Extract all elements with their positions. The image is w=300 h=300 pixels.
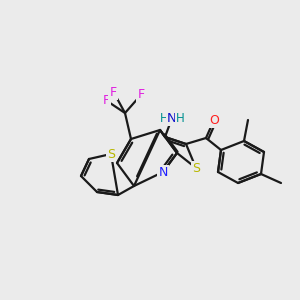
Text: N: N	[158, 166, 168, 178]
Text: S: S	[107, 148, 115, 160]
Text: O: O	[209, 113, 219, 127]
Text: H: H	[176, 112, 184, 124]
Text: F: F	[137, 88, 145, 101]
Text: N: N	[167, 112, 177, 124]
Text: F: F	[110, 85, 117, 98]
Text: F: F	[102, 94, 110, 107]
Text: H: H	[160, 112, 168, 124]
Text: S: S	[192, 161, 200, 175]
